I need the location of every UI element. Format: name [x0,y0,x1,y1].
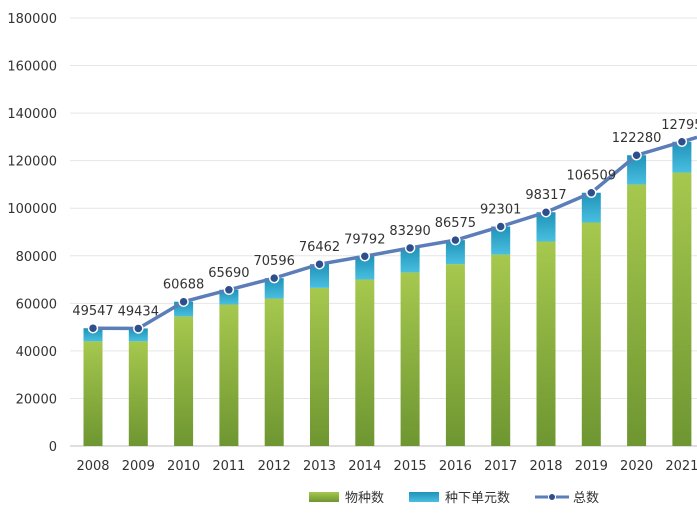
bar-species [445,264,465,446]
bar-species [491,254,511,446]
total-data-label: 106509 [566,169,616,184]
bar-subspecies [491,226,511,255]
total-marker [586,187,597,198]
total-data-label: 70596 [254,254,295,269]
total-data-label: 86575 [435,216,476,231]
legend-label-species: 物种数 [345,491,384,506]
total-marker [450,234,461,246]
total-data-label: 49547 [72,304,113,319]
bar-subspecies [581,192,601,223]
bar-species [83,341,103,446]
total-marker [495,221,506,232]
total-data-label: 49434 [118,304,159,319]
total-data-label: 92301 [480,203,521,218]
y-axis: 0 20000 40000 60000 80000 100000 120000 140000 1… [7,12,57,455]
x-tick-label: 2019 [575,459,608,474]
y-tick-label: 100000 [7,202,57,217]
y-tick-label: 140000 [7,107,57,122]
total-data-label: 12795 [661,118,697,133]
bar-species [672,172,692,447]
bar-subspecies [310,264,329,288]
legend-swatch-species [309,492,339,502]
total-marker [223,284,235,296]
total-marker [268,272,280,284]
bar-subspecies [536,212,556,242]
bar-species [536,241,556,446]
bars-group [83,141,692,447]
x-tick-label: 2011 [212,459,245,474]
x-axis: 2008 2009 2010 2011 2012 2013 2014 2015 2016 2017… [76,459,697,474]
x-tick-label: 2012 [258,459,291,474]
x-tick-label: 2018 [529,459,562,474]
total-data-label: 65690 [208,266,249,281]
x-tick-label: 2016 [439,459,472,474]
bar-species [310,287,329,446]
legend-label-total: 总数 [573,491,599,506]
y-tick-label: 40000 [16,345,57,360]
total-data-label: 79792 [344,232,385,247]
total-data-label: 60688 [163,278,204,293]
total-marker [314,258,325,270]
x-tick-label: 2015 [394,459,427,474]
legend-label-subspecies: 种下单元数 [445,491,510,506]
bar-subspecies [83,328,103,342]
bar-subspecies [400,247,420,273]
total-marker [631,149,642,161]
x-tick-label: 2008 [76,459,109,474]
legend-swatch-subspecies [409,492,439,502]
bar-species [355,279,375,446]
y-tick-label: 160000 [7,60,57,75]
y-tick-label: 0 [49,440,57,455]
total-data-label: 122280 [612,131,662,146]
total-marker [87,322,99,334]
total-data-label: 98317 [525,188,566,203]
bar-species [174,316,194,446]
total-line-group [87,135,697,334]
y-tick-label: 60000 [16,297,57,312]
y-tick-label: 80000 [16,250,57,265]
x-tick-label: 2009 [122,459,155,474]
bar-species [581,222,601,446]
bar-subspecies [672,141,692,173]
total-marker [359,251,371,262]
bar-species [219,304,239,446]
x-tick-label: 2010 [167,459,200,474]
x-tick-label: 2020 [620,459,653,474]
x-tick-label: 2014 [348,459,381,474]
x-tick-label: 2021 [665,459,697,474]
total-marker [540,206,552,218]
bar-species [128,341,148,446]
bar-subspecies [627,155,647,185]
y-tick-label: 20000 [16,392,57,407]
bar-subspecies [355,256,375,280]
legend-marker-total [548,493,556,501]
bar-species [264,298,284,446]
bar-species [627,184,647,446]
total-data-label: 83290 [389,224,430,239]
total-marker [178,296,189,307]
data-labels-group: 49547 49434 60688 65690 70596 76462 79792 83290… [72,118,697,320]
total-marker [404,242,416,254]
y-tick-label: 180000 [7,12,57,27]
y-tick-label: 120000 [7,155,57,170]
total-data-label: 76462 [299,240,340,255]
x-tick-label: 2013 [303,459,336,474]
bar-subspecies [445,240,465,265]
bar-subspecies [128,328,148,342]
bar-species [400,272,420,446]
x-tick-label: 2017 [484,459,517,474]
total-marker [133,323,144,334]
bar-subspecies [219,289,239,305]
legend: 物种数 种下单元数 总数 [309,491,599,506]
total-marker [676,136,688,148]
bar-subspecies [264,278,284,299]
